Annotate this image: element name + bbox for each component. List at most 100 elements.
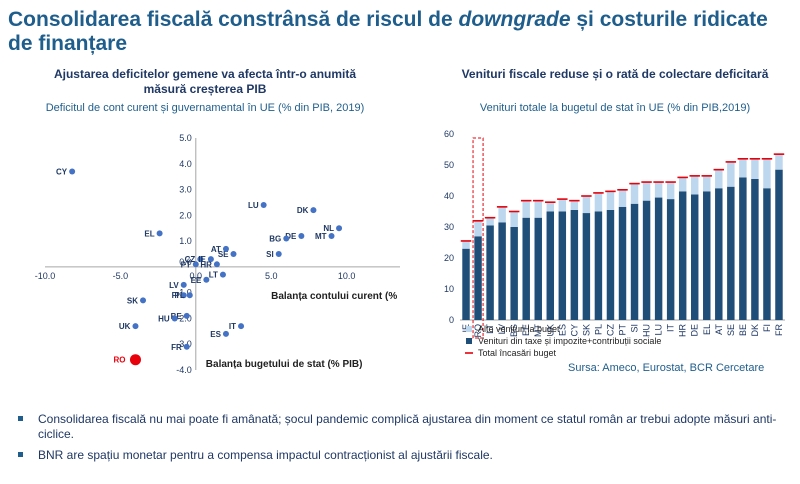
scatter-label: IT: [229, 322, 236, 331]
x-tick-label: 10.0: [338, 271, 356, 281]
scatter-point-lu: [260, 202, 267, 209]
y-tick-label: 50: [444, 160, 454, 170]
y-tick-label: 20: [444, 253, 454, 263]
page-title: Consolidarea fiscală constrânsă de riscu…: [8, 8, 768, 55]
scatter-label: BG: [269, 235, 281, 244]
scatter-label: ES: [210, 330, 221, 339]
scatter-point-bg: [283, 235, 290, 242]
scatter-point-ie: [207, 256, 214, 263]
x-tick-label: RO: [473, 324, 483, 338]
right-chart-subtitle: Venituri fiscale reduse și o rată de col…: [461, 67, 769, 81]
bar-other-lt: [486, 217, 494, 226]
y-tick-label: -2.0: [176, 313, 192, 323]
bar-other-ro: [474, 220, 482, 237]
bar-tax-es: [558, 211, 567, 320]
left-chart-subtitle: Ajustarea deficitelor gemene va afecta î…: [53, 67, 357, 96]
scatter-point-cz: [197, 256, 204, 263]
scatter-label: SK: [127, 296, 138, 305]
x-tick-label: EE: [521, 324, 531, 336]
y-tick-label: 0: [449, 315, 454, 325]
right-chart-caption: Venituri totale la bugetul de stat în UE…: [479, 102, 751, 114]
scatter-label: SI: [266, 250, 274, 259]
bar-other-hu: [642, 182, 651, 201]
bar-other-dk: [751, 158, 759, 179]
x-tick-label: MT: [533, 324, 543, 337]
scatter-label: DE: [285, 232, 297, 241]
legend-swatch-tax: [466, 338, 472, 344]
bar-other-be: [739, 158, 747, 178]
x-tick-label: AT: [714, 324, 724, 335]
bar-tax-ie: [462, 248, 470, 320]
x-tick-label: 5.0: [265, 271, 278, 281]
x-tick-label: HU: [642, 324, 652, 337]
bar-tax-pl: [594, 211, 603, 320]
scatter-point-cy: [69, 168, 76, 175]
scatter-point-pt: [192, 261, 199, 268]
scatter-point-se: [230, 251, 237, 257]
y-tick-label: 4.0: [179, 159, 192, 169]
ro-highlight-box: [472, 137, 484, 339]
scatter-label: PT: [181, 260, 191, 269]
scatter-label: FR: [171, 343, 182, 352]
scatter-label: SE: [218, 250, 229, 259]
x-tick-label: 0.0: [190, 271, 203, 281]
bar-other-de: [690, 175, 699, 195]
bar-tax-si: [630, 203, 639, 320]
bar-tax-dk: [751, 178, 759, 320]
bar-tax-ee: [522, 217, 530, 320]
x-tick-label: SE: [726, 324, 736, 336]
bullet-item: BNR are spațiu monetar pentru a compensa…: [18, 448, 788, 463]
y-tick-label: 40: [444, 191, 454, 201]
bar-other-cz: [606, 191, 615, 210]
scatter-chart: -10.0-5.00.05.010.015.05.04.03.02.01.0-1…: [35, 133, 400, 375]
x-tick-label: -10.0: [35, 271, 56, 281]
scatter-label: CZ: [185, 255, 196, 264]
scatter-label: CY: [56, 168, 68, 177]
bar-chart: 0102030405060IEROLTLVBGEEMTUKESCYSKPLCZP…: [444, 129, 785, 358]
scatter-point-it: [238, 323, 245, 330]
bar-tax-mt: [534, 217, 542, 320]
x-tick-label: ES: [557, 324, 567, 336]
scatter-point-be: [183, 312, 190, 319]
x-tick-label: PT: [618, 324, 628, 336]
bar-other-es: [558, 199, 567, 212]
scatter-point-lt: [219, 271, 226, 278]
x-tick-label: DK: [750, 324, 760, 337]
y-tick-label: -4.0: [176, 365, 192, 375]
bar-other-sk: [582, 196, 591, 214]
scatter-point-ro: [129, 354, 141, 366]
bar-tax-fi: [763, 188, 771, 320]
y-tick-label: 0.0: [179, 257, 192, 267]
bar-tax-de: [690, 194, 699, 320]
y-tick-label: -3.0: [176, 339, 192, 349]
bar-other-pt: [618, 189, 627, 207]
scatter-label: EE: [191, 276, 202, 285]
bar-tax-cz: [606, 209, 615, 320]
x-tick-label: UK: [545, 324, 555, 337]
scatter-point-de: [298, 232, 305, 239]
legend-label: Venituri din taxe și impozite+contribuți…: [478, 336, 661, 346]
scatter-point-ee: [203, 276, 210, 283]
bar-other-lu: [654, 182, 663, 198]
x-tick-label: EL: [702, 324, 712, 335]
bar-tax-pt: [618, 206, 627, 320]
y-tick-label: 2.0: [179, 210, 192, 220]
bar-tax-bg: [510, 227, 518, 320]
scatter-label: IE: [198, 255, 206, 264]
x-axis-label: Balanța contului curent (% PIB): [271, 291, 400, 302]
legend-label: Alte venituri la buget: [478, 324, 560, 334]
bar-other-bg: [510, 211, 518, 227]
scatter-point-es: [222, 330, 229, 337]
bullet-item: Consolidarea fiscală nu mai poate fi amâ…: [18, 412, 788, 442]
bar-tax-lu: [654, 197, 663, 320]
scatter-point-mt: [328, 232, 335, 239]
bar-tax-hu: [642, 200, 651, 320]
scatter-label: AT: [211, 245, 221, 254]
scatter-point-fi: [180, 292, 187, 299]
bar-tax-at: [715, 188, 723, 320]
scatter-label: RO: [113, 356, 125, 365]
y-tick-label: 3.0: [179, 185, 192, 195]
bar-tax-it: [666, 199, 675, 320]
x-tick-label: -5.0: [113, 271, 129, 281]
scatter-label: HU: [158, 314, 170, 323]
